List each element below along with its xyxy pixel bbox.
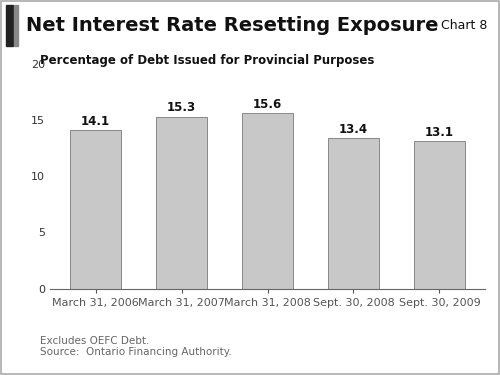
- Text: 15.6: 15.6: [253, 98, 282, 111]
- Bar: [242, 113, 294, 289]
- Text: Percentage of Debt Issued for Provincial Purposes: Percentage of Debt Issued for Provincial…: [40, 54, 374, 68]
- Text: Source:  Ontario Financing Authority.: Source: Ontario Financing Authority.: [40, 347, 232, 357]
- Text: Chart 8: Chart 8: [441, 19, 488, 32]
- Text: 14.1: 14.1: [81, 115, 110, 128]
- Bar: [414, 141, 465, 289]
- Bar: [156, 117, 208, 289]
- Bar: [6, 5, 12, 46]
- Text: 13.4: 13.4: [339, 123, 368, 136]
- Bar: [14, 5, 18, 46]
- Bar: [328, 138, 380, 289]
- Text: Net Interest Rate Resetting Exposure: Net Interest Rate Resetting Exposure: [26, 16, 438, 35]
- Text: 15.3: 15.3: [167, 101, 196, 114]
- Text: 13.1: 13.1: [425, 126, 454, 139]
- Text: Excludes OEFC Debt.: Excludes OEFC Debt.: [40, 336, 150, 346]
- Bar: [70, 130, 122, 289]
